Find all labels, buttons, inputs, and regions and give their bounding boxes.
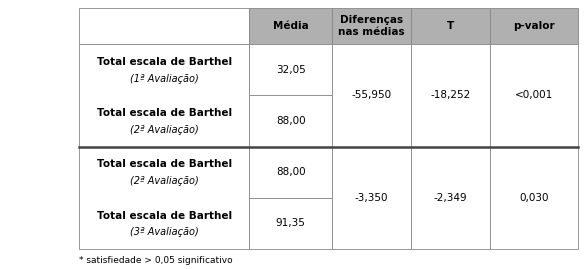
Bar bbox=[79, 44, 249, 147]
Text: (3ª Avaliação): (3ª Avaliação) bbox=[130, 228, 199, 238]
Bar bbox=[249, 8, 332, 44]
Bar bbox=[332, 8, 411, 44]
Bar bbox=[490, 44, 578, 147]
Text: 0,030: 0,030 bbox=[519, 193, 549, 203]
Bar bbox=[332, 44, 411, 147]
Text: -18,252: -18,252 bbox=[430, 90, 471, 101]
Text: -2,349: -2,349 bbox=[434, 193, 467, 203]
Bar bbox=[249, 147, 332, 198]
Bar bbox=[79, 8, 249, 44]
Text: (2ª Avaliação): (2ª Avaliação) bbox=[130, 125, 199, 135]
Text: -55,950: -55,950 bbox=[351, 90, 392, 101]
Bar bbox=[490, 147, 578, 249]
Text: (1ª Avaliação): (1ª Avaliação) bbox=[130, 74, 199, 84]
Text: Total escala de Barthel: Total escala de Barthel bbox=[97, 160, 232, 169]
Bar bbox=[249, 95, 332, 147]
Bar bbox=[411, 8, 490, 44]
Bar bbox=[79, 147, 249, 249]
Bar bbox=[332, 147, 411, 249]
Text: -3,350: -3,350 bbox=[355, 193, 388, 203]
Text: 91,35: 91,35 bbox=[276, 218, 305, 228]
Text: 88,00: 88,00 bbox=[276, 167, 305, 177]
Text: 32,05: 32,05 bbox=[276, 65, 305, 75]
Bar bbox=[249, 44, 332, 95]
Text: Diferenças
nas médias: Diferenças nas médias bbox=[338, 15, 404, 37]
Text: Média: Média bbox=[273, 21, 308, 31]
Text: (2ª Avaliação): (2ª Avaliação) bbox=[130, 176, 199, 186]
Text: T: T bbox=[447, 21, 454, 31]
Text: Total escala de Barthel: Total escala de Barthel bbox=[97, 57, 232, 67]
Bar bbox=[411, 147, 490, 249]
Text: <0,001: <0,001 bbox=[515, 90, 554, 101]
Text: Total escala de Barthel: Total escala de Barthel bbox=[97, 108, 232, 118]
Text: Total escala de Barthel: Total escala de Barthel bbox=[97, 211, 232, 221]
Bar bbox=[411, 44, 490, 147]
Bar bbox=[249, 198, 332, 249]
Text: p-valor: p-valor bbox=[514, 21, 555, 31]
Text: 88,00: 88,00 bbox=[276, 116, 305, 126]
Text: * satisfiedade > 0,05 significativo: * satisfiedade > 0,05 significativo bbox=[79, 256, 233, 266]
Bar bbox=[490, 8, 578, 44]
